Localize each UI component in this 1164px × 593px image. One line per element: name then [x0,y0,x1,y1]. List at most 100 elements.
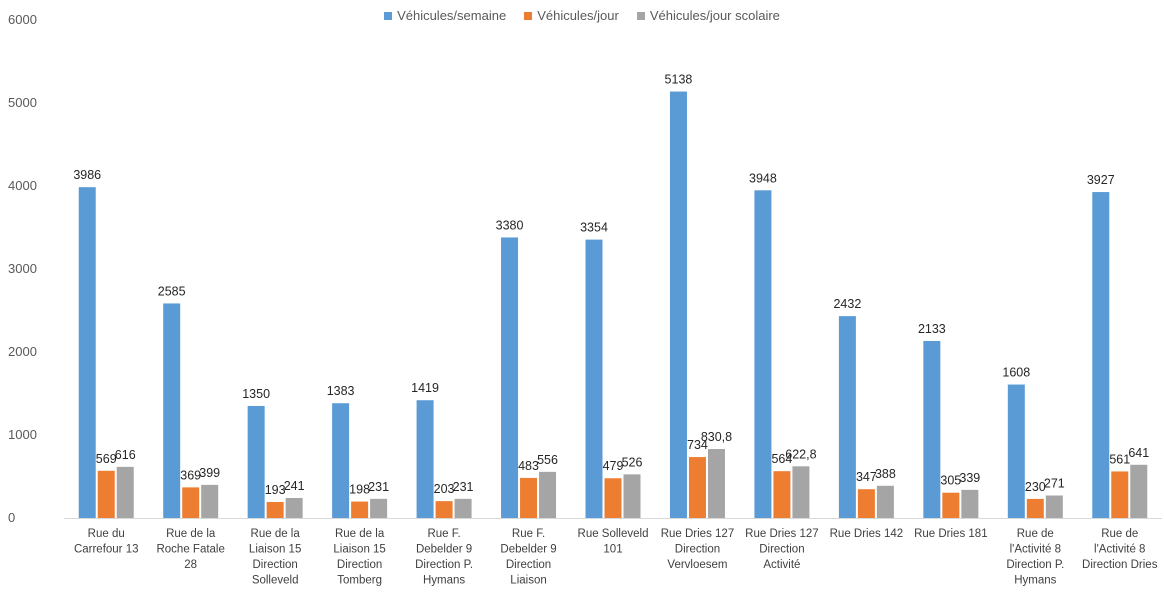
legend-swatch-semaine [384,11,393,20]
data-label: 622,8 [785,447,816,461]
bar-jour [520,477,538,518]
data-label: 556 [537,453,558,467]
bar-jour [97,470,115,518]
x-category-label-line: Hymans [423,575,465,587]
x-category-label-line: l'Activité 8 [1010,544,1061,556]
legend: Véhicules/semaine Véhicules/jour Véhicul… [0,8,1164,23]
data-label: 347 [856,470,877,484]
bar-jour [604,478,622,518]
x-category-label-line: Rue de la [166,528,216,540]
x-category-label-line: Hymans [1014,575,1056,587]
bar-semaine [585,239,603,519]
x-category-label-line: Direction Dries [1082,559,1158,571]
y-tick-label: 2000 [8,344,37,359]
bar-jour-scolaire [285,497,303,518]
bar-jour-scolaire [539,471,557,518]
x-category-label-line: Direction [759,544,804,556]
legend-item-jour: Véhicules/jour [524,8,619,23]
x-category-label-line: Rue Dries 127 [745,528,819,540]
bar-jour-scolaire [454,498,472,518]
x-category-label-line: Rue de la [251,528,301,540]
legend-item-semaine: Véhicules/semaine [384,8,506,23]
data-label: 561 [1109,452,1130,466]
x-category-label-line: Rue de [1101,528,1138,540]
bar-semaine [1007,384,1025,518]
bar-jour-scolaire [201,484,219,518]
data-label: 526 [622,455,643,469]
data-label: 1419 [411,381,439,395]
bar-semaine [247,405,265,518]
x-category-label: Rue F. Debelder 9 Direction Liaison [500,528,556,587]
x-category-label: Rue du Carrefour 13 [74,528,139,556]
data-label: 305 [940,474,961,488]
bar-jour [435,501,453,518]
bar-semaine [669,91,687,519]
data-label: 1383 [327,384,355,398]
x-category-label-line: Direction [506,559,551,571]
x-category-label-line: Activité [763,559,800,571]
data-label: 339 [959,471,980,485]
x-category-label-line: Vervloesem [667,559,727,571]
bar-jour-scolaire [707,449,725,518]
data-label: 399 [199,466,220,480]
data-label: 231 [368,480,389,494]
bar-jour [688,457,706,518]
y-tick-label: 4000 [8,178,37,193]
x-category-label: Rue Solleveld 101 [578,528,649,556]
data-label: 3380 [496,218,524,232]
x-category-label-line: Rue de [1017,528,1054,540]
x-category-label: Rue de la Liaison 15 Direction Solleveld [249,528,301,587]
x-category-label-line: Rue F. [512,528,545,540]
bar-semaine [754,190,772,519]
data-label: 1350 [242,387,270,401]
x-category-label-line: Debelder 9 [416,544,472,556]
bar-jour-scolaire [623,474,641,518]
y-tick-label: 0 [8,510,15,525]
bar-jour [1111,471,1129,518]
data-label: 641 [1128,446,1149,460]
bar-jour [1026,498,1044,518]
bar-jour-scolaire [1045,495,1063,518]
data-label: 2585 [158,284,186,298]
bar-semaine [923,340,941,518]
data-label: 3927 [1087,173,1115,187]
x-category-label: Rue de la Liaison 15 Direction Tomberg [333,528,385,587]
x-category-label: Rue F. Debelder 9 Direction P. Hymans [415,528,473,587]
data-label: 193 [265,483,286,497]
data-label: 369 [180,468,201,482]
legend-label-semaine: Véhicules/semaine [397,8,507,23]
bar-jour-scolaire [792,466,810,518]
bar-jour [182,487,200,518]
data-label: 241 [284,479,305,493]
data-label: 734 [687,438,708,452]
legend-label-jour-scolaire: Véhicules/jour scolaire [649,8,780,23]
x-category-label: Rue Dries 142 [830,528,904,540]
bar-jour [351,501,369,518]
bar-semaine [78,187,96,519]
legend-label-jour: Véhicules/jour [537,8,619,23]
bar-jour [773,471,791,518]
x-category-label-line: Direction [675,544,720,556]
data-label: 2432 [833,297,861,311]
legend-item-jour-scolaire: Véhicules/jour scolaire [636,8,780,23]
x-category-label-line: Direction [252,559,297,571]
x-category-label-line: Roche Fatale [156,544,224,556]
bar-semaine [501,237,519,518]
bar-semaine [163,303,181,518]
data-label: 2133 [918,322,946,336]
bar-semaine [416,400,434,518]
data-label: 3354 [580,221,608,235]
x-category-label-line: Rue de la [335,528,385,540]
bar-jour-scolaire [1130,464,1148,518]
legend-swatch-jour [524,11,533,20]
x-category-label-line: Carrefour 13 [74,544,139,556]
data-label: 564 [771,452,792,466]
x-category-label: Rue de la Roche Fatale 28 [156,528,224,571]
x-category-label-line: Direction P. [415,559,473,571]
x-category-label-line: Rue Solleveld [578,528,649,540]
x-category-label-line: Rue Dries 181 [914,528,988,540]
y-tick-label: 1000 [8,427,37,442]
data-label: 483 [518,459,539,473]
data-label: 1608 [1002,366,1030,380]
x-category-label-line: Rue F. [427,528,460,540]
